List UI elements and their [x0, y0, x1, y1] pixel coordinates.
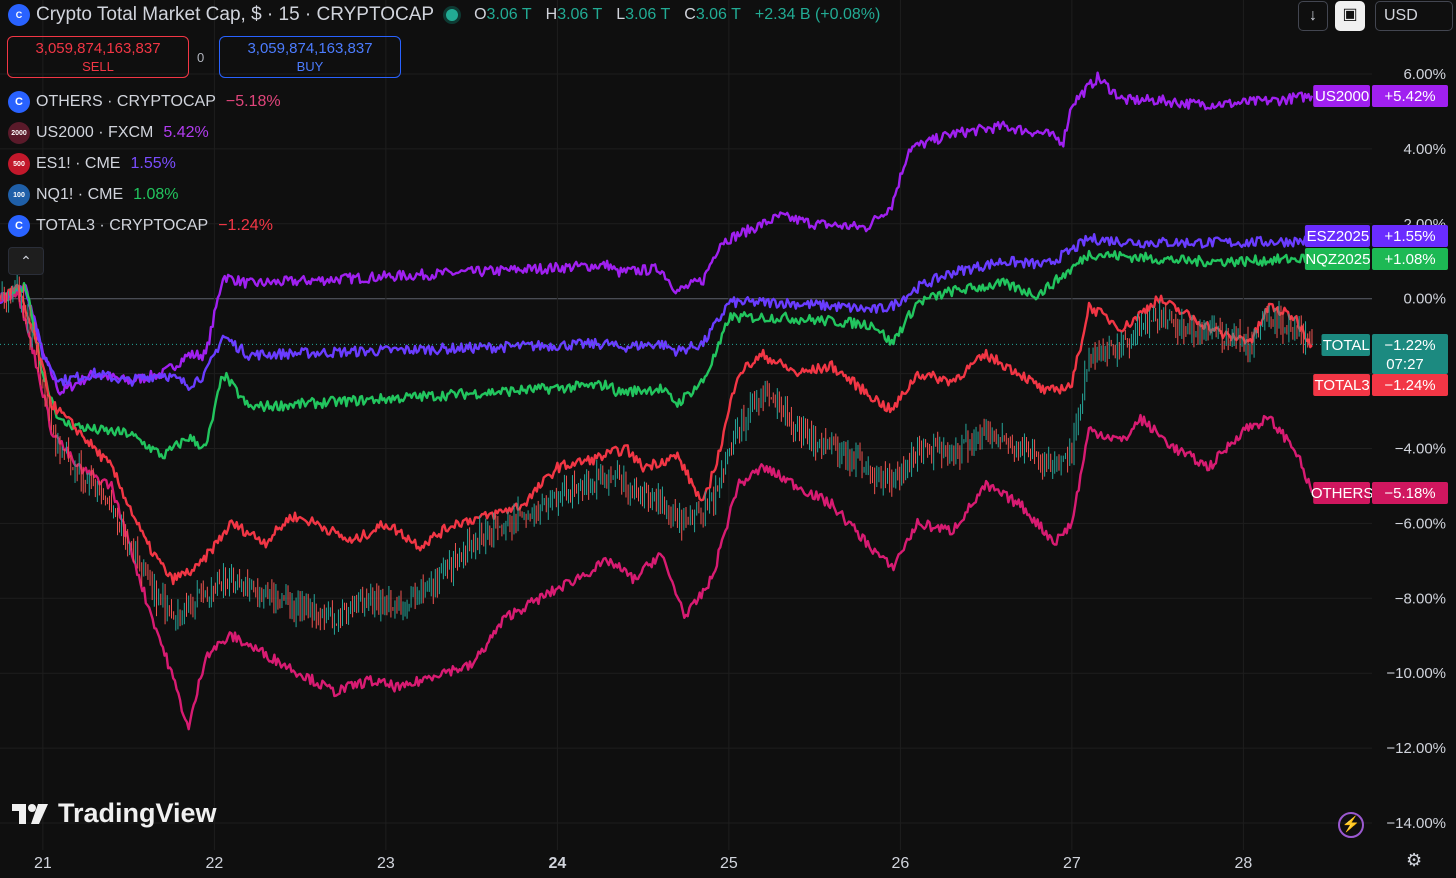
arrow-down-icon: ↓	[1309, 7, 1317, 24]
collapse-legend-button[interactable]: ⌃	[8, 247, 44, 275]
x-tick-label: 26	[891, 855, 909, 872]
legend-value: −1.24%	[218, 217, 273, 234]
legend-value: 1.55%	[130, 155, 176, 172]
series-value-tag-text: −1.24%	[1384, 377, 1435, 394]
buy-button[interactable]: 3,059,874,163,837 BUY	[219, 36, 401, 78]
y-tick-label: 0.00%	[1403, 291, 1446, 308]
y-tick-label: 6.00%	[1403, 66, 1446, 83]
series-value-tag	[1372, 334, 1448, 374]
series-line-others	[0, 290, 1314, 731]
live-status-icon	[446, 9, 459, 21]
series-value-tag	[1372, 225, 1448, 247]
chart-title[interactable]: Crypto Total Market Cap, $ · 15 · CRYPTO…	[36, 4, 435, 25]
series-line-nqz2025	[0, 249, 1313, 460]
gear-icon[interactable]: ⚙	[1406, 850, 1423, 870]
series-name-tag-text: TOTAL3	[1314, 377, 1369, 394]
currency-select[interactable]: USD	[1375, 1, 1453, 31]
series-name-tag	[1313, 482, 1370, 504]
symbol-icon: 100	[8, 184, 30, 206]
y-tick-label: −14.00%	[1386, 815, 1446, 832]
legend-item[interactable]: 2000 US2000 · FXCM 5.42%	[8, 122, 209, 144]
ohlc-values: O3.06 T H3.06 T L3.06 T C3.06 T +2.34 B …	[474, 6, 881, 23]
symbol-icon: 500	[8, 153, 30, 175]
series-value-tag-text: +5.42%	[1384, 88, 1435, 105]
x-tick-label: 21	[34, 855, 52, 872]
sell-label: SELL	[82, 59, 114, 74]
y-tick-label: −10.00%	[1386, 665, 1446, 682]
y-tick-label: −6.00%	[1395, 515, 1446, 532]
fullscreen-icon: ▣	[1342, 6, 1358, 23]
series-name-tag	[1304, 225, 1370, 247]
series-name-tag	[1313, 374, 1370, 396]
symbol-icon: C	[8, 215, 30, 237]
series-value-tag	[1372, 248, 1448, 270]
logo-text: TradingView	[58, 798, 217, 828]
series-value-tag-text: +1.08%	[1384, 251, 1435, 268]
legend-value: 1.08%	[133, 186, 179, 203]
buy-price: 3,059,874,163,837	[247, 40, 373, 57]
series-value-tag	[1372, 85, 1448, 107]
tradingview-logo: TradingView	[12, 798, 217, 829]
series-total-candles	[1, 273, 1313, 635]
countdown-text: 07:27	[1386, 356, 1424, 373]
legend-item[interactable]: C OTHERS · CRYPTOCAP −5.18%	[8, 91, 281, 113]
series-name-tag	[1304, 248, 1370, 270]
change-value: +2.34 B (+0.08%)	[754, 6, 881, 23]
x-tick-label: 25	[720, 855, 738, 872]
lightning-icon[interactable]: ⚡	[1338, 812, 1364, 838]
y-tick-label: −4.00%	[1395, 441, 1446, 458]
series-name-tag-text: US2000	[1315, 88, 1369, 105]
buy-label: BUY	[296, 59, 324, 74]
x-tick-label: 27	[1063, 855, 1081, 872]
y-tick-label: −8.00%	[1395, 590, 1446, 607]
fullscreen-button[interactable]: ▣	[1335, 1, 1365, 31]
legend-item[interactable]: 100 NQ1! · CME 1.08%	[8, 184, 179, 206]
series-line-esz2025	[0, 233, 1313, 391]
series-line-us2000	[0, 71, 1314, 396]
series-line-total3	[0, 283, 1313, 586]
symbol-icon: C	[8, 91, 30, 113]
series-value-tag	[1372, 482, 1448, 504]
series-name-tag	[1321, 334, 1370, 356]
sell-price: 3,059,874,163,837	[35, 40, 161, 57]
legend-symbol-name: OTHERS · CRYPTOCAP	[36, 93, 216, 110]
series-value-tag-text: +1.55%	[1384, 228, 1435, 245]
series-value-tag-text: −5.18%	[1384, 485, 1435, 502]
x-tick-label: 23	[377, 855, 395, 872]
series-name-tag-text: TOTAL	[1323, 337, 1370, 354]
y-tick-label: 4.00%	[1403, 141, 1446, 158]
series-name-tag	[1313, 85, 1370, 107]
x-tick-label: 24	[548, 855, 566, 872]
series-name-tag-text: OTHERS	[1311, 485, 1374, 502]
legend-item[interactable]: C TOTAL3 · CRYPTOCAP −1.24%	[8, 215, 273, 237]
legend-symbol-name: ES1! · CME	[36, 155, 121, 172]
symbol-icon: 2000	[8, 122, 30, 144]
currency-label: USD	[1384, 7, 1418, 24]
x-tick-label: 28	[1234, 855, 1252, 872]
y-tick-label: −12.00%	[1386, 740, 1446, 757]
sell-button[interactable]: 3,059,874,163,837 SELL	[7, 36, 189, 78]
legend-symbol-name: TOTAL3 · CRYPTOCAP	[36, 217, 209, 234]
series-value-tag	[1372, 374, 1448, 396]
x-tick-label: 22	[205, 855, 223, 872]
legend-symbol-name: US2000 · FXCM	[36, 124, 154, 141]
series-name-tag-text: NQZ2025	[1305, 251, 1370, 268]
legend-value: −5.18%	[225, 93, 281, 110]
chart-header: C Crypto Total Market Cap, $ · 15 · CRYP…	[8, 4, 880, 26]
cryptocap-icon: C	[8, 4, 30, 26]
series-value-tag-text: −1.22%	[1384, 337, 1435, 354]
series-name-tag-text: ESZ2025	[1307, 228, 1370, 245]
tradingview-mark-icon	[12, 803, 48, 824]
legend-symbol-name: NQ1! · CME	[36, 186, 124, 203]
legend-item[interactable]: 500 ES1! · CME 1.55%	[8, 153, 176, 175]
legend-value: 5.42%	[163, 124, 209, 141]
spread-value: 0	[197, 50, 205, 65]
download-button[interactable]: ↓	[1298, 1, 1328, 31]
